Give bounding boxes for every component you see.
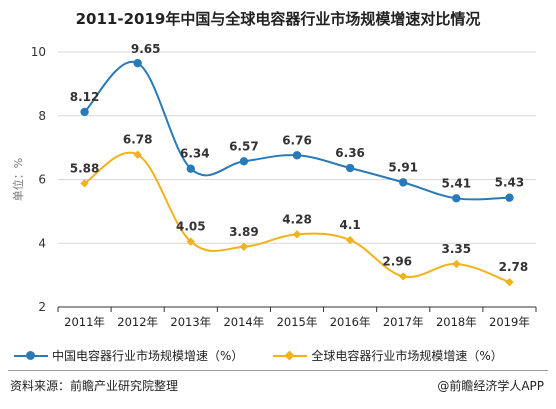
data-point-global: [452, 259, 461, 269]
source-note: 资料来源：前瞻产业研究院整理: [10, 379, 179, 393]
data-point-china: [399, 178, 408, 187]
x-tick-label: 2017年: [383, 315, 424, 329]
data-label: 5.41: [442, 176, 472, 190]
data-point-global: [80, 179, 89, 188]
y-tick-label: 8: [38, 109, 46, 123]
legend-swatch-global: [273, 350, 308, 362]
data-point-china: [345, 163, 355, 173]
data-point-global: [399, 272, 408, 281]
data-point-china: [133, 58, 142, 68]
y-tick-label: 2: [38, 300, 46, 314]
data-point-china: [80, 107, 89, 117]
data-label: 9.65: [131, 42, 161, 56]
data-label: 8.12: [70, 90, 100, 104]
x-tick-label: 2016年: [330, 315, 371, 329]
data-point-china: [452, 194, 461, 203]
data-point-global: [239, 242, 249, 251]
legend-item-global: 全球电容器行业市场规模增速（%）: [273, 347, 503, 364]
data-label: 6.76: [282, 133, 312, 147]
data-label: 4.1: [339, 218, 360, 232]
x-tick-label: 2018年: [436, 315, 477, 329]
series-line-china: [83, 60, 510, 201]
data-point-china: [505, 193, 514, 202]
data-point-china: [186, 164, 195, 173]
data-label: 6.36: [335, 146, 365, 160]
legend-item-china: 中国电容器行业市场规模增速（%）: [14, 347, 243, 364]
legend-label-china: 中国电容器行业市场规模增速（%）: [52, 349, 244, 363]
data-point-global: [345, 235, 355, 245]
x-tick-label: 2013年: [170, 315, 211, 329]
data-label: 2.96: [382, 254, 412, 268]
chart-title: 2011-2019年中国与全球电容器行业市场规模增速对比情况: [75, 10, 481, 28]
y-tick-label: 10: [31, 45, 46, 59]
data-label: 6.78: [123, 133, 153, 147]
x-tick-label: 2011年: [64, 315, 105, 329]
y-axis-title: 单位：%: [11, 158, 25, 201]
legend-swatch-china: [14, 350, 48, 362]
data-point-global: [133, 150, 142, 159]
data-point-global: [292, 230, 302, 239]
data-point-global: [186, 237, 195, 246]
data-label: 3.89: [229, 225, 259, 239]
data-point-china: [239, 157, 249, 166]
data-label: 6.34: [180, 147, 210, 161]
x-tick-label: 2014年: [223, 315, 264, 329]
data-label: 2.78: [499, 260, 529, 274]
brand-note: @前瞻经济学人APP: [437, 379, 544, 393]
data-label: 6.57: [229, 139, 259, 153]
y-tick-label: 6: [38, 173, 46, 187]
legend: 中国电容器行业市场规模增速（%） 全球电容器行业市场规模增速（%）: [14, 347, 503, 364]
data-label: 4.05: [176, 220, 206, 234]
data-label: 3.35: [442, 242, 472, 256]
x-tick-label: 2019年: [489, 315, 530, 329]
y-tick-label: 4: [38, 236, 46, 250]
legend-label-global: 全球电容器行业市场规模增速（%）: [311, 349, 503, 363]
x-tick-label: 2015年: [277, 315, 318, 329]
data-point-china: [292, 151, 302, 160]
data-label: 5.91: [388, 160, 418, 174]
data-label: 5.43: [495, 176, 525, 190]
data-label: 4.28: [282, 212, 312, 226]
x-tick-label: 2012年: [117, 315, 158, 329]
data-label: 5.88: [70, 161, 100, 175]
data-point-global: [505, 277, 514, 287]
footer-divider: [8, 370, 548, 371]
